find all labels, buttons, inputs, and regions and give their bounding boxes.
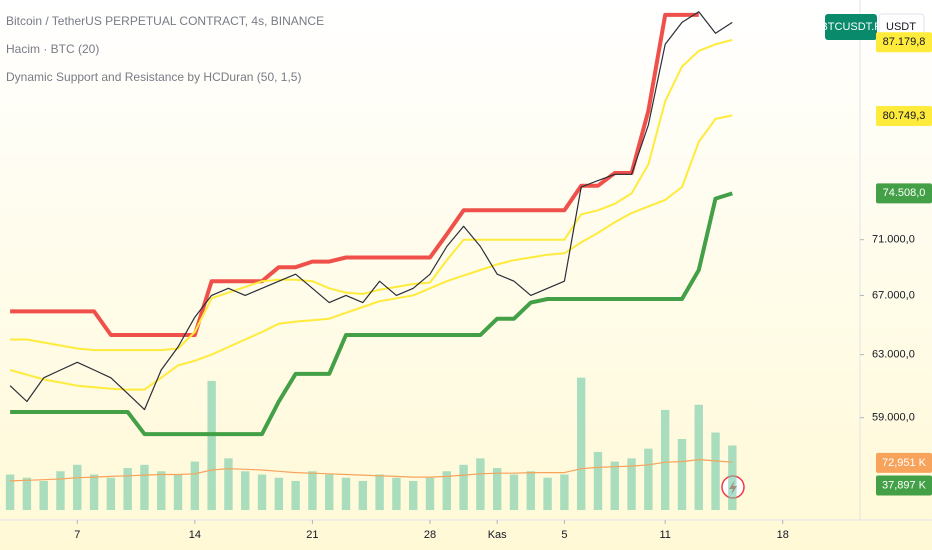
volume-bar (5, 474, 15, 510)
x-tick-label: 21 (306, 529, 318, 541)
price-label: 37,897 K (882, 479, 927, 491)
volume-bar (375, 474, 384, 510)
volume-bar (157, 471, 166, 510)
y-tick-label: 71.000,0 (872, 234, 915, 246)
x-tick-label: 7 (74, 529, 80, 541)
volume-bar (543, 477, 552, 510)
volume-bar (694, 404, 703, 510)
volume-bar (358, 480, 368, 510)
x-tick-label: 28 (424, 529, 436, 541)
volume-bar (241, 471, 250, 510)
volume-bar (308, 471, 317, 510)
volume-bar (576, 377, 586, 510)
volume-bar (644, 448, 653, 510)
x-tick-label: 11 (659, 529, 670, 541)
x-tick-label: Kas (488, 529, 507, 541)
price-label: 80.749,3 (883, 110, 926, 122)
indicator-legend: Dynamic Support and Resistance by HCDura… (6, 70, 301, 84)
volume-bar (593, 451, 603, 510)
volume-bar (73, 464, 82, 510)
volume-bar (274, 477, 284, 510)
y-tick-label: 59.000,0 (872, 412, 915, 424)
volume-bar (526, 471, 535, 510)
volume-legend: Hacim · BTC (20) (6, 42, 99, 56)
volume-bar (291, 480, 300, 510)
price-label: 74.508,0 (883, 187, 926, 199)
series-line (10, 459, 733, 482)
volume-bar (476, 458, 485, 510)
volume-bar (22, 477, 32, 510)
volume-bar (492, 468, 502, 510)
price-label: 87.179,8 (883, 36, 926, 48)
volume-bar (409, 480, 418, 510)
price-label-bg (876, 183, 932, 204)
volume-bar (425, 477, 435, 510)
currency-label[interactable]: USDT (886, 21, 916, 33)
volume-bar (677, 438, 687, 510)
volume-bar (509, 474, 519, 510)
x-tick-label: 18 (777, 529, 789, 541)
price-label-bg (876, 452, 932, 473)
price-label-bg (876, 475, 932, 496)
volume-bar (627, 458, 636, 510)
price-label-bg (876, 105, 932, 126)
volume-bar (560, 474, 569, 510)
volume-bar (257, 474, 267, 510)
x-tick-label: 5 (561, 529, 567, 541)
series-line (10, 191, 733, 437)
volume-bar (106, 477, 116, 510)
volume-bar (89, 474, 99, 510)
series-line (10, 12, 699, 337)
volume-bar (173, 474, 183, 510)
volume-bar (711, 432, 720, 510)
price-label: 72,951 K (882, 457, 927, 469)
y-tick-label: 63.000,0 (872, 349, 915, 361)
volume-bar (140, 464, 149, 510)
price-label-bg (876, 32, 932, 53)
x-tick-label: 14 (189, 529, 201, 541)
volume-bar (442, 471, 451, 510)
y-tick-label: 67.000,0 (872, 289, 915, 301)
volume-bar (392, 477, 401, 510)
series-line (9, 114, 733, 391)
symbol-button[interactable] (825, 14, 877, 40)
volume-bar (190, 461, 200, 510)
chart-title: Bitcoin / TetherUS PERPETUAL CONTRACT, 4… (6, 14, 324, 28)
volume-bar (325, 474, 334, 510)
symbol-label[interactable]: BTCUSDT.P (820, 21, 881, 33)
volume-bar (56, 471, 65, 510)
volume-bar (728, 445, 737, 510)
volume-bar (224, 458, 233, 510)
volume-bar (610, 461, 619, 510)
series-line (9, 11, 733, 411)
volume-bar (207, 380, 216, 510)
volume-bar (39, 480, 48, 510)
volume-bar (123, 468, 132, 510)
volume-bar (341, 477, 351, 510)
volume-bar (459, 464, 468, 510)
volume-bar (660, 409, 670, 510)
